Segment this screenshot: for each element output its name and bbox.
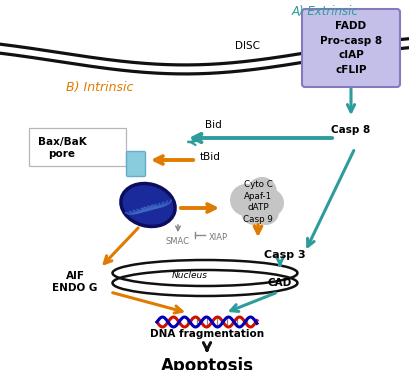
- Text: Apoptosis: Apoptosis: [160, 357, 254, 370]
- Text: FADD
Pro-casp 8
cIAP
cFLIP: FADD Pro-casp 8 cIAP cFLIP: [320, 21, 382, 75]
- Text: tBid: tBid: [200, 152, 220, 162]
- Text: AIF
ENDO G: AIF ENDO G: [52, 270, 98, 293]
- FancyBboxPatch shape: [126, 151, 146, 176]
- Ellipse shape: [121, 184, 175, 226]
- Text: SMAC: SMAC: [166, 238, 190, 246]
- Circle shape: [256, 189, 284, 217]
- Circle shape: [247, 177, 277, 207]
- Text: Cyto C
Apaf-1
dATP
Casp 9: Cyto C Apaf-1 dATP Casp 9: [243, 180, 273, 224]
- Text: Bax/BaK
pore: Bax/BaK pore: [38, 137, 86, 159]
- Circle shape: [253, 199, 279, 225]
- Circle shape: [230, 184, 262, 216]
- Text: A) Extrinsic: A) Extrinsic: [292, 5, 358, 18]
- Text: Nucleus: Nucleus: [172, 272, 208, 280]
- FancyBboxPatch shape: [302, 9, 400, 87]
- Text: DISC: DISC: [236, 41, 261, 51]
- FancyBboxPatch shape: [29, 128, 126, 166]
- Text: XIAP: XIAP: [209, 233, 227, 242]
- Text: Casp 8: Casp 8: [331, 125, 371, 135]
- Text: Casp 3: Casp 3: [264, 250, 306, 260]
- Text: DNA fragmentation: DNA fragmentation: [150, 329, 264, 339]
- Text: B) Intrinsic: B) Intrinsic: [66, 81, 134, 94]
- Text: CAD: CAD: [268, 278, 292, 288]
- Text: Bid: Bid: [204, 120, 221, 130]
- Circle shape: [241, 199, 267, 225]
